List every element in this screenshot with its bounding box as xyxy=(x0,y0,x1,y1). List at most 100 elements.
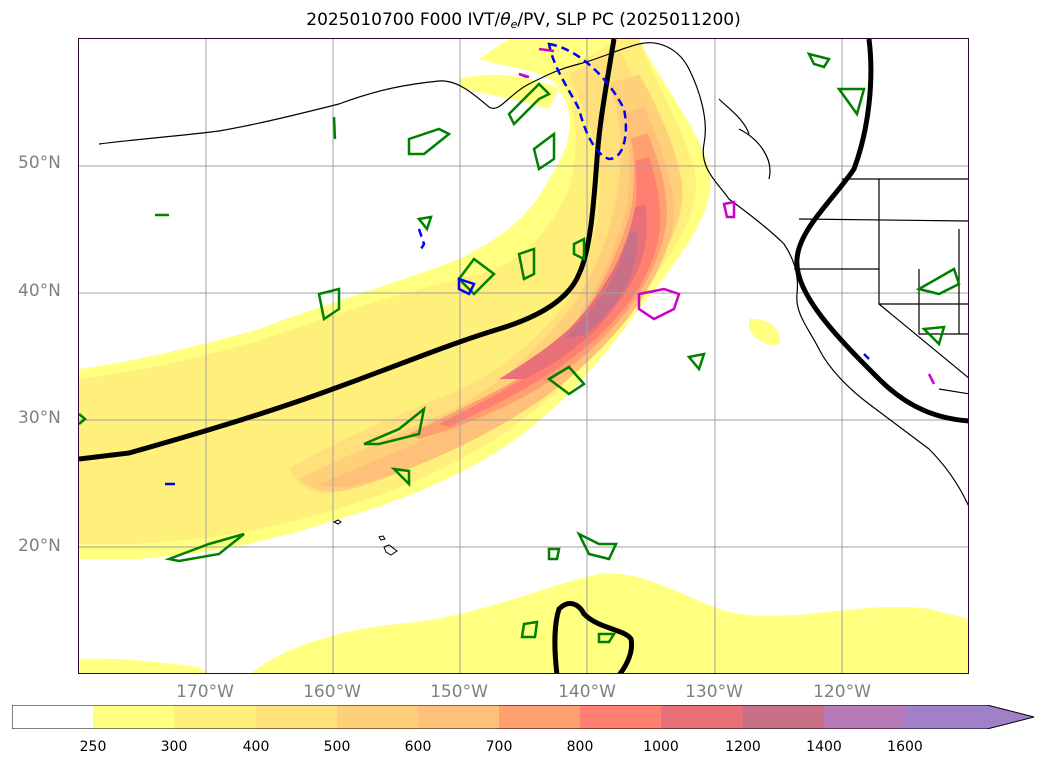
colorbar-segment-8 xyxy=(661,705,743,729)
colorbar-segment-9 xyxy=(743,705,824,729)
theta-e-contour-8 xyxy=(546,365,586,396)
pv-pos-contour-2 xyxy=(722,200,736,219)
pv-pos-contour-3 xyxy=(927,373,936,385)
gridlines xyxy=(79,39,968,673)
state-border-or-ca xyxy=(794,268,968,305)
state-border-ca-nv xyxy=(878,303,968,379)
colorbar-tick-400: 400 xyxy=(242,739,270,755)
colorbar-segment-2 xyxy=(174,705,256,729)
coastlines xyxy=(98,42,968,507)
lon-label-150w: 150°W xyxy=(430,682,488,702)
theta-e-contours xyxy=(79,52,961,644)
ivt-250-east-blob xyxy=(749,318,780,346)
colorbar-tick-500: 500 xyxy=(323,739,351,755)
pv-neg-contour-1 xyxy=(547,42,628,161)
ivt-250-left-south xyxy=(79,658,207,673)
state-border-nv xyxy=(918,269,968,335)
islands xyxy=(332,519,398,556)
map-title: 2025010700 F000 IVT/θe/PV, SLP PC (20250… xyxy=(0,10,1047,31)
colorbar-extend-arrow xyxy=(987,705,1034,729)
colorbar-segment-10 xyxy=(824,705,905,729)
ivt-250-south xyxy=(251,573,968,673)
theta-e-contour-23 xyxy=(332,116,337,140)
title-theta: θ xyxy=(500,10,511,30)
theta-e-contour-15 xyxy=(597,632,617,644)
colorbar-tick-1600: 1600 xyxy=(887,739,923,755)
theta-e-contour-12 xyxy=(547,547,561,561)
theta-e-contour-9 xyxy=(363,405,426,446)
colorbar-outline xyxy=(12,705,1035,729)
colorbar-segment-11 xyxy=(905,705,987,729)
slp-contours xyxy=(79,39,968,673)
title-theta-subscript: e xyxy=(510,18,518,31)
colorbar-segment-5 xyxy=(418,705,499,729)
map-panel xyxy=(78,38,969,674)
title-prefix: 2025010700 F000 IVT/ xyxy=(306,10,501,30)
theta-e-contour-13 xyxy=(576,531,618,561)
colorbar-tick-1400: 1400 xyxy=(806,739,842,755)
ivt-shading xyxy=(79,39,968,673)
pv-neg-contour-5 xyxy=(863,353,870,360)
coast-inlet-1 xyxy=(738,128,771,180)
theta-e-contour-20 xyxy=(921,325,946,347)
theta-e-contour-2 xyxy=(532,131,556,172)
colorbar-segment-0 xyxy=(12,705,93,729)
theta-e-contour-16 xyxy=(686,352,706,372)
colorbar-segment-6 xyxy=(499,705,580,729)
ivt-1200-region xyxy=(564,231,638,339)
colorbar xyxy=(12,705,1035,729)
theta-e-contour-7 xyxy=(572,236,586,262)
slp-contour-east xyxy=(794,39,968,424)
alaska-coast xyxy=(98,42,968,507)
slp-contour-south xyxy=(552,601,635,673)
map-svg xyxy=(79,39,968,673)
theta-e-contour-18 xyxy=(836,87,866,117)
colorbar-tick-1000: 1000 xyxy=(643,739,679,755)
colorbar-tick-800: 800 xyxy=(566,739,594,755)
colorbar-segment-4 xyxy=(337,705,418,729)
theta-e-contour-19 xyxy=(915,267,961,296)
pv-positive-contours xyxy=(518,47,936,385)
hawaii-island-3 xyxy=(383,544,398,556)
lat-label-50n: 50°N xyxy=(18,153,61,173)
colorbar-tick-300: 300 xyxy=(160,739,188,755)
colorbar-segment-7 xyxy=(580,705,661,729)
lat-label-30n: 30°N xyxy=(18,408,61,428)
colorbar-tick-600: 600 xyxy=(404,739,432,755)
theta-e-contour-6 xyxy=(517,247,536,281)
title-suffix: /PV, SLP PC (2025011200) xyxy=(517,10,741,30)
pv-pos-contour-5 xyxy=(518,72,530,79)
pv-negative-contours xyxy=(417,42,628,250)
theta-e-contour-1 xyxy=(407,127,452,156)
theta-e-contour-14 xyxy=(520,620,539,639)
state-border-or-wa xyxy=(798,218,968,222)
theta-e-contour-11 xyxy=(164,532,245,563)
slp-contour-main xyxy=(79,39,617,462)
colorbar-tick-1200: 1200 xyxy=(725,739,761,755)
pv-pos-contour-4 xyxy=(538,47,555,53)
lon-label-160w: 160°W xyxy=(303,682,361,702)
ivt-300-region xyxy=(79,39,696,544)
colorbar-tick-700: 700 xyxy=(485,739,513,755)
colorbar-segment-3 xyxy=(256,705,337,729)
lat-label-20n: 20°N xyxy=(18,536,61,556)
pv-pos-contour-1 xyxy=(637,287,681,321)
hawaii-island-1 xyxy=(332,519,342,525)
hawaii-island-2 xyxy=(378,535,386,541)
theta-e-contour-5 xyxy=(457,257,496,296)
theta-e-contour-4 xyxy=(317,287,341,322)
coast-inlet-2 xyxy=(718,98,750,135)
colorbar-tick-250: 250 xyxy=(79,739,107,755)
ivt-250-top-band xyxy=(459,74,559,109)
lon-label-130w: 130°W xyxy=(685,682,743,702)
pv-neg-contour-2 xyxy=(417,228,426,250)
theta-e-contour-17 xyxy=(806,52,831,69)
theta-e-contour-22 xyxy=(416,215,433,232)
pv-neg-contour-3 xyxy=(457,277,476,296)
mexico-border xyxy=(938,388,968,395)
theta-e-contour-10 xyxy=(390,467,411,488)
colorbar-segment-1 xyxy=(93,705,174,729)
lon-label-140w: 140°W xyxy=(558,682,616,702)
theta-e-contour-3 xyxy=(507,82,552,127)
lon-label-170w: 170°W xyxy=(176,682,234,702)
